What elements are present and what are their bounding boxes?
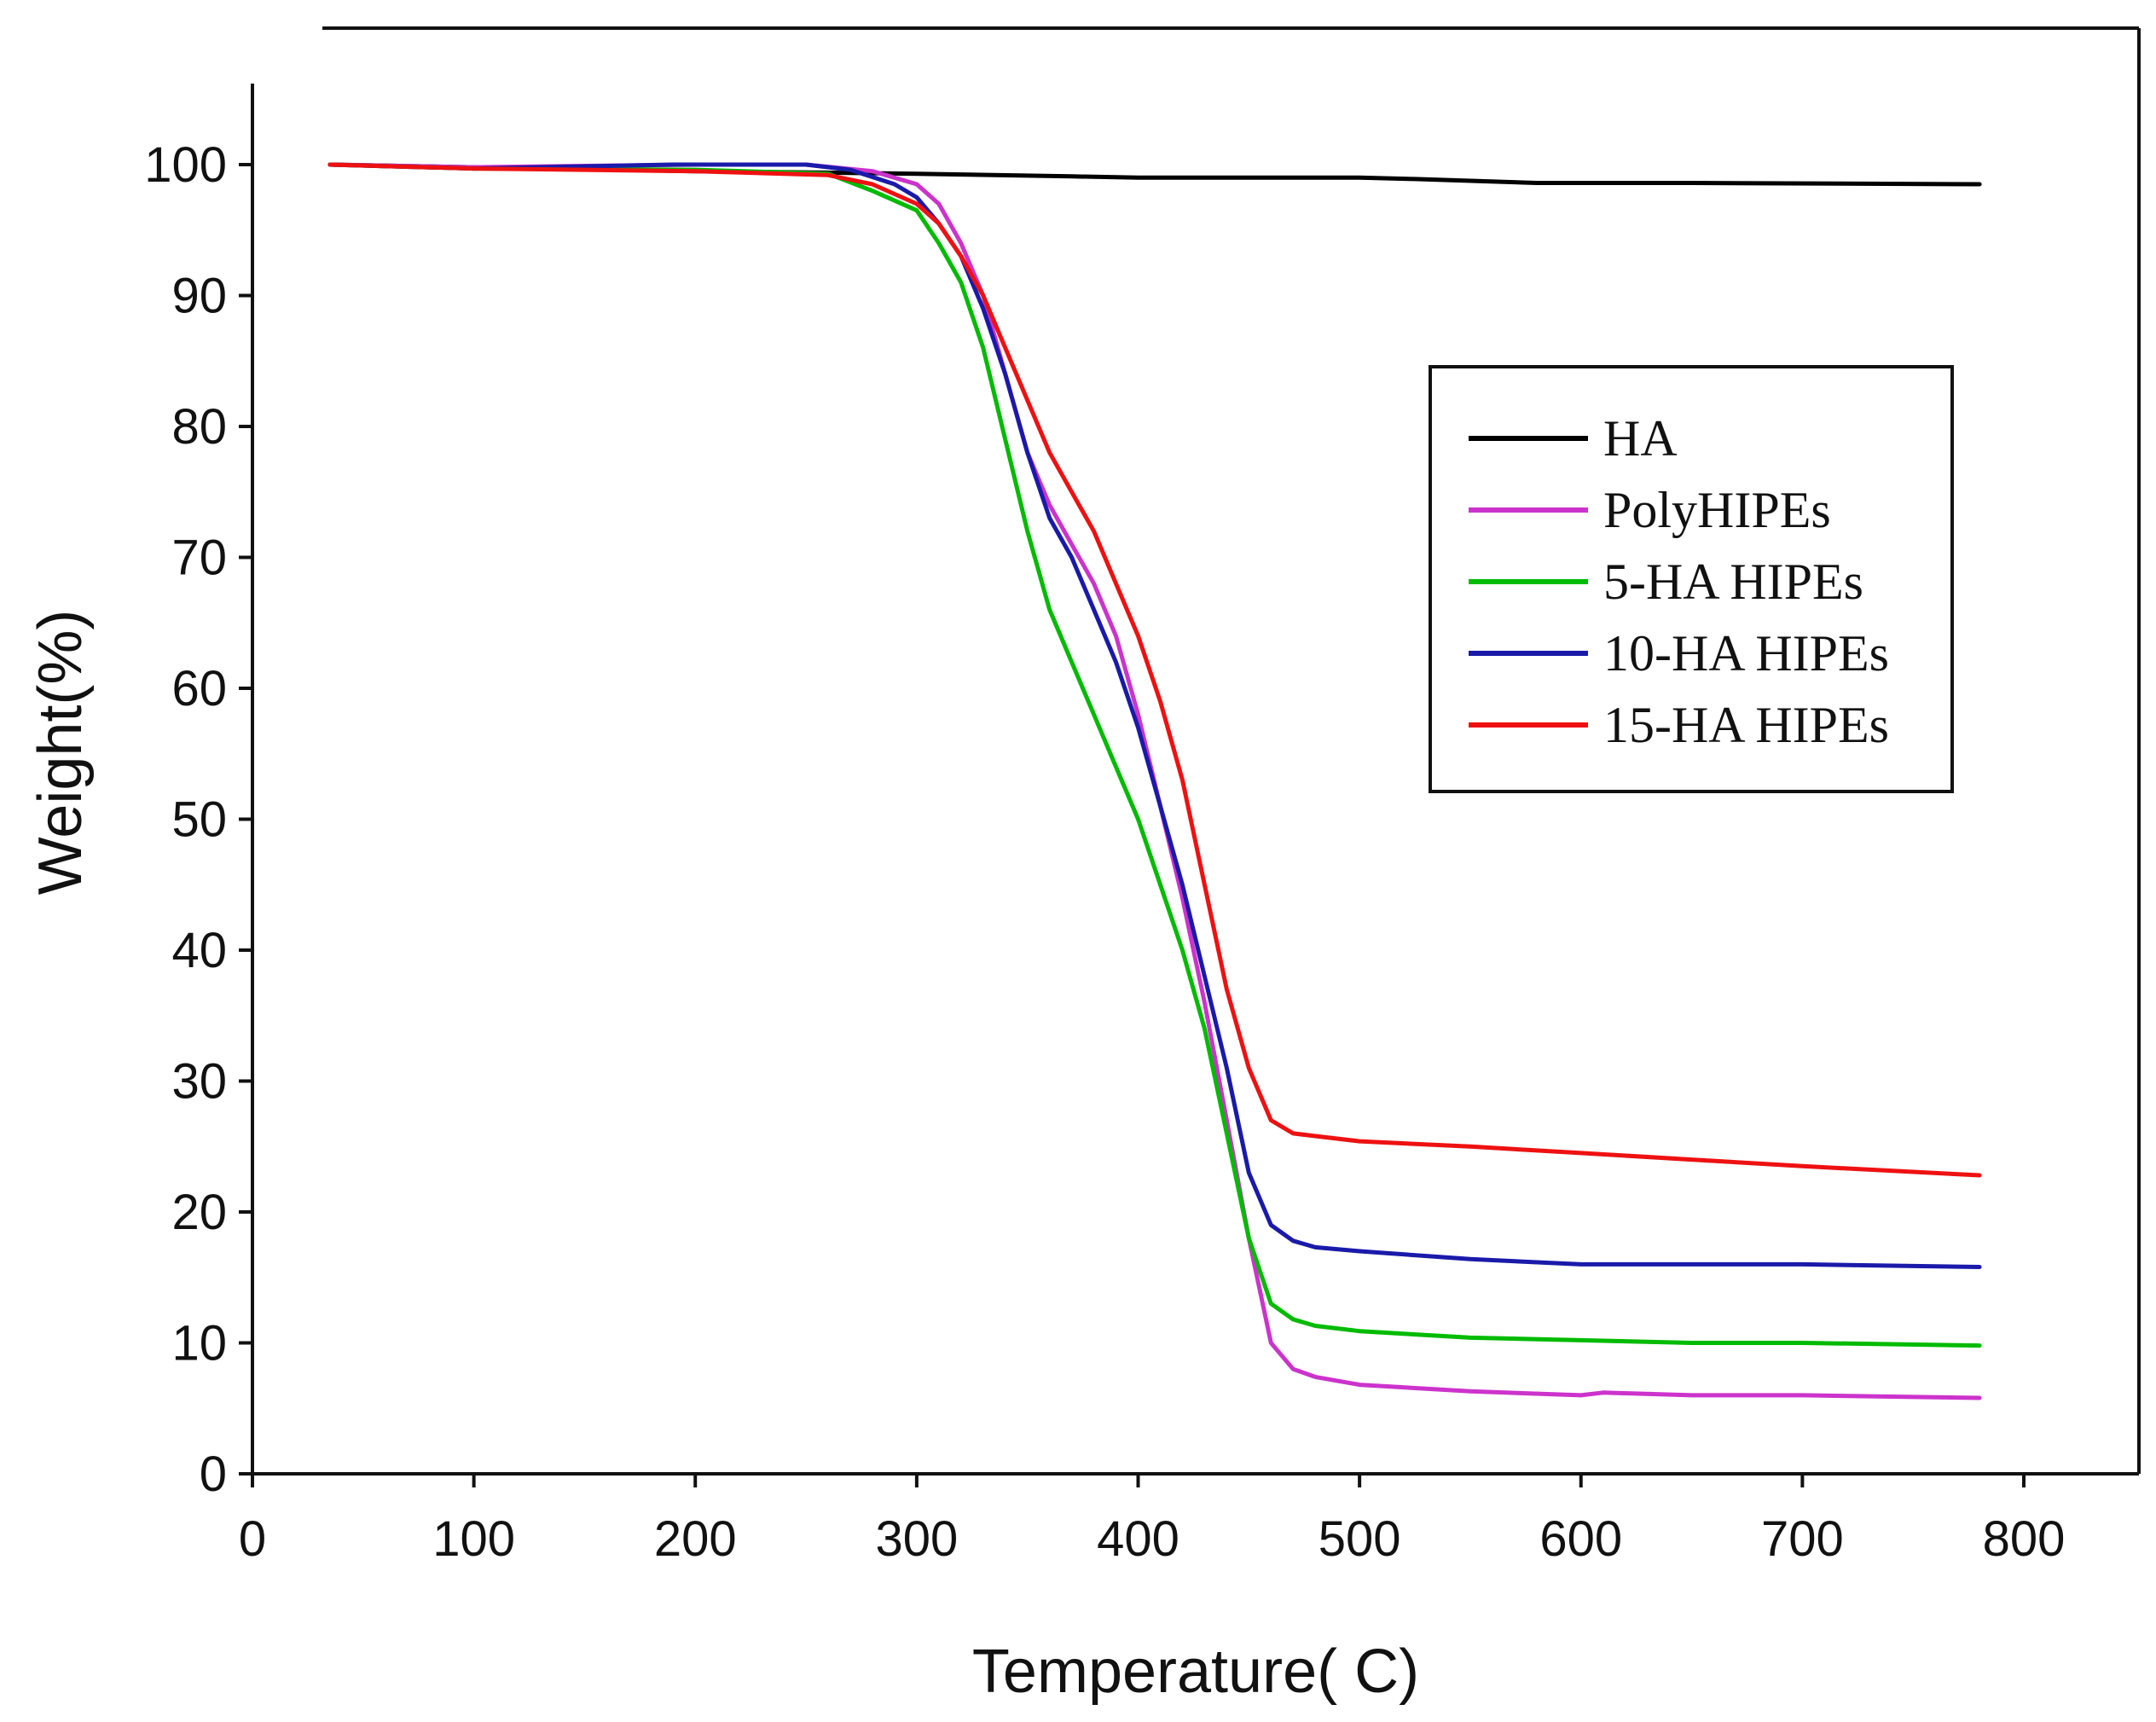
x-axis-ticks: 0 100 200 300 400 500 600 700 800 (239, 1474, 2066, 1567)
y-tick-label: 40 (171, 923, 227, 978)
y-tick-label: 30 (171, 1054, 227, 1110)
x-tick-label: 600 (1539, 1511, 1622, 1567)
legend-items: HA PolyHIPEs 5-HA HIPEs 10-HA HIPEs 15-HA HI… (1469, 410, 1889, 753)
y-tick-label: 80 (171, 399, 227, 455)
series-line-5-ha-hipes (327, 162, 1982, 1348)
series-line-10-ha-hipes (327, 162, 1982, 1269)
y-tick-label: 100 (144, 137, 227, 193)
x-tick-label: 500 (1319, 1511, 1401, 1567)
x-tick-label: 300 (875, 1511, 958, 1567)
y-tick-label: 60 (171, 661, 227, 716)
legend-label-ha: HA (1603, 410, 1678, 467)
legend-label-polyhipes: PolyHIPEs (1603, 482, 1831, 538)
legend: HA PolyHIPEs 5-HA HIPEs 10-HA HIPEs 15-HA HI… (1429, 365, 1954, 793)
legend-label-10-ha-hipes: 10-HA HIPEs (1603, 625, 1889, 681)
y-tick-label: 90 (171, 269, 227, 324)
y-axis-ticks: 0 10 20 30 40 50 60 70 80 90 100 (144, 137, 252, 1502)
legend-label-15-ha-hipes: 15-HA HIPEs (1603, 697, 1889, 753)
x-tick-label: 700 (1761, 1511, 1844, 1567)
x-tick-label: 0 (239, 1511, 266, 1567)
series-line-15-ha-hipes (327, 162, 1982, 1178)
y-tick-label: 70 (171, 531, 227, 586)
data-series (327, 162, 1982, 1400)
x-tick-label: 400 (1097, 1511, 1179, 1567)
legend-label-5-ha-hipes: 5-HA HIPEs (1603, 554, 1863, 610)
x-axis-title: Temperature( C) (972, 1638, 1419, 1706)
y-tick-label: 0 (200, 1447, 227, 1502)
y-tick-label: 10 (171, 1316, 227, 1371)
y-tick-label: 20 (171, 1185, 227, 1240)
y-axis-title: Weight(%) (26, 610, 95, 896)
x-tick-label: 800 (1983, 1511, 2066, 1567)
x-tick-label: 100 (432, 1511, 515, 1567)
y-tick-label: 50 (171, 792, 227, 848)
series-line-polyhipes (327, 162, 1982, 1400)
x-tick-label: 200 (654, 1511, 737, 1567)
